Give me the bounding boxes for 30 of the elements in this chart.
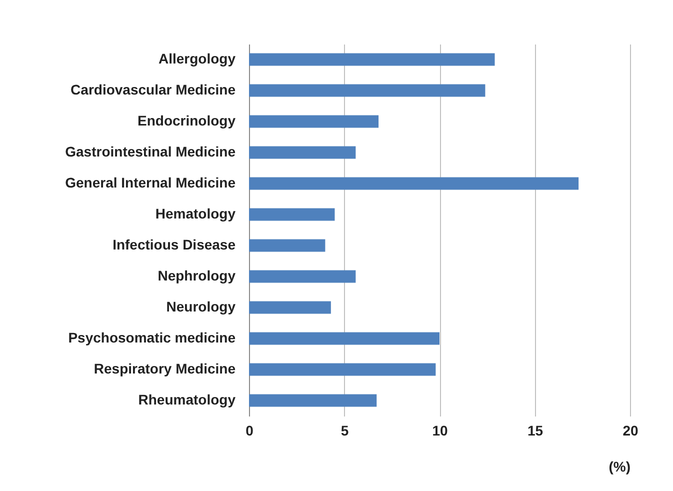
bar bbox=[249, 115, 379, 128]
y-tick-label: General Internal Medicine bbox=[65, 174, 236, 190]
bar bbox=[249, 363, 436, 376]
bar bbox=[249, 84, 486, 97]
x-tick-label: 5 bbox=[340, 422, 349, 438]
x-tick-label: 10 bbox=[432, 422, 448, 438]
bar bbox=[249, 270, 356, 283]
y-tick-label: Infectious Disease bbox=[112, 236, 236, 252]
x-tick-label: 0 bbox=[246, 422, 254, 438]
bar bbox=[249, 53, 495, 66]
x-axis-title: (%) bbox=[608, 458, 630, 474]
y-tick-label: Rheumatology bbox=[138, 392, 236, 408]
y-tick-label: Endocrinology bbox=[138, 112, 236, 128]
y-tick-label: Nephrology bbox=[158, 268, 236, 284]
bar bbox=[249, 208, 335, 221]
bar bbox=[249, 146, 356, 159]
bar bbox=[249, 301, 331, 314]
bar bbox=[249, 239, 326, 252]
y-tick-label: Neurology bbox=[166, 298, 236, 314]
x-tick-label: 15 bbox=[527, 422, 544, 438]
y-tick-label: Cardiovascular Medicine bbox=[70, 82, 236, 98]
bar bbox=[249, 177, 579, 190]
y-tick-label: Hematology bbox=[155, 206, 236, 222]
y-tick-label: Respiratory Medicine bbox=[94, 360, 236, 376]
y-tick-label: Psychosomatic medicine bbox=[68, 330, 236, 346]
bar bbox=[249, 394, 377, 407]
y-tick-label: Allergology bbox=[158, 50, 236, 66]
x-tick-label: 20 bbox=[622, 422, 638, 438]
bar bbox=[249, 332, 440, 345]
y-tick-label: Gastrointestinal Medicine bbox=[65, 144, 236, 160]
